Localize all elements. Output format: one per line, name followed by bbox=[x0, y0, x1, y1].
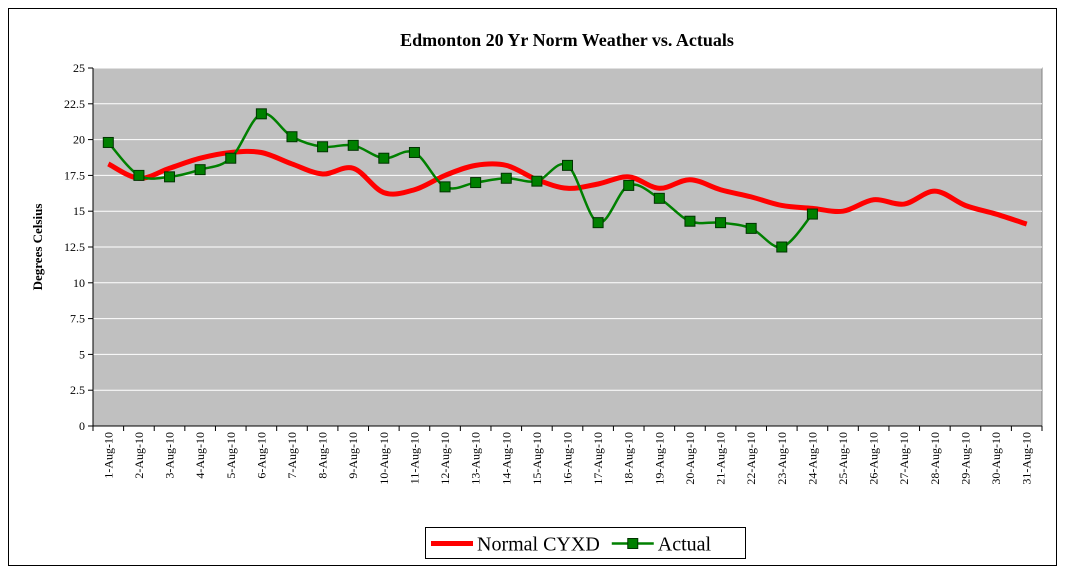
x-tick-label: 10-Aug-10 bbox=[377, 432, 391, 485]
marker bbox=[102, 136, 114, 148]
marker bbox=[255, 108, 267, 120]
marker bbox=[684, 215, 696, 227]
marker bbox=[439, 181, 451, 193]
x-tick-label: 1-Aug-10 bbox=[101, 432, 115, 479]
y-tick-label: 7.5 bbox=[70, 312, 85, 326]
x-tick-label: 25-Aug-10 bbox=[836, 432, 850, 485]
x-tick-label: 4-Aug-10 bbox=[193, 432, 207, 479]
x-tick-label: 18-Aug-10 bbox=[622, 432, 636, 485]
x-tick-label: 2-Aug-10 bbox=[132, 432, 146, 479]
y-tick-label: 25 bbox=[73, 61, 85, 75]
marker bbox=[225, 152, 237, 164]
x-tick-label: 28-Aug-10 bbox=[928, 432, 942, 485]
x-tick-label: 31-Aug-10 bbox=[1020, 432, 1034, 485]
marker bbox=[286, 131, 298, 143]
marker bbox=[378, 152, 390, 164]
x-tick-label: 29-Aug-10 bbox=[958, 432, 972, 485]
x-tick-label: 26-Aug-10 bbox=[867, 432, 881, 485]
legend-label: Normal CYXD bbox=[477, 534, 600, 556]
marker bbox=[317, 141, 329, 153]
marker bbox=[592, 217, 604, 229]
y-tick-label: 5 bbox=[79, 347, 85, 361]
marker bbox=[653, 192, 665, 204]
y-tick-label: 10 bbox=[73, 276, 85, 290]
chart-title: Edmonton 20 Yr Norm Weather vs. Actuals bbox=[400, 30, 734, 50]
y-tick-label: 2.5 bbox=[70, 383, 85, 397]
marker bbox=[164, 171, 176, 183]
series-line bbox=[107, 148, 1028, 227]
x-tick-label: 20-Aug-10 bbox=[683, 432, 697, 485]
legend-box bbox=[425, 527, 746, 559]
x-tick-label: 22-Aug-10 bbox=[744, 432, 758, 485]
x-tick-label: 24-Aug-10 bbox=[805, 432, 819, 485]
y-tick-label: 0 bbox=[79, 419, 85, 433]
x-tick-label: 27-Aug-10 bbox=[897, 432, 911, 485]
y-tick-label: 22.5 bbox=[64, 97, 85, 111]
marker bbox=[623, 179, 635, 191]
marker bbox=[562, 159, 573, 171]
x-tick-label: 14-Aug-10 bbox=[499, 432, 513, 485]
x-tick-label: 12-Aug-10 bbox=[438, 432, 452, 485]
x-tick-label: 21-Aug-10 bbox=[714, 432, 728, 485]
marker bbox=[745, 222, 757, 234]
x-tick-label: 15-Aug-10 bbox=[530, 432, 544, 485]
x-tick-label: 16-Aug-10 bbox=[561, 432, 575, 485]
x-tick-label: 8-Aug-10 bbox=[316, 432, 330, 479]
marker bbox=[470, 177, 482, 189]
marker bbox=[806, 208, 818, 220]
marker bbox=[531, 175, 543, 187]
x-tick-label: 5-Aug-10 bbox=[224, 432, 238, 479]
y-tick-label: 20 bbox=[73, 133, 85, 147]
x-tick-label: 3-Aug-10 bbox=[163, 432, 177, 479]
y-tick-label: 17.5 bbox=[64, 168, 85, 182]
x-tick-label: 13-Aug-10 bbox=[469, 432, 483, 485]
marker bbox=[347, 139, 359, 151]
marker bbox=[715, 217, 727, 229]
x-tick-label: 9-Aug-10 bbox=[346, 432, 360, 479]
marker bbox=[500, 172, 512, 184]
x-tick-label: 23-Aug-10 bbox=[775, 432, 789, 485]
x-tick-label: 6-Aug-10 bbox=[254, 432, 268, 479]
marker bbox=[408, 146, 420, 158]
y-tick-label: 12.5 bbox=[64, 240, 85, 254]
x-tick-label: 17-Aug-10 bbox=[591, 432, 605, 485]
legend-marker bbox=[627, 538, 639, 549]
y-tick-label: 15 bbox=[73, 204, 85, 218]
legend-label: Actual bbox=[658, 534, 712, 556]
x-tick-label: 30-Aug-10 bbox=[989, 432, 1003, 485]
x-tick-label: 11-Aug-10 bbox=[407, 432, 421, 484]
marker bbox=[194, 164, 206, 176]
marker bbox=[133, 169, 145, 181]
y-axis-label: Degrees Celsius bbox=[30, 204, 45, 291]
x-tick-label: 19-Aug-10 bbox=[652, 432, 666, 485]
x-tick-label: 7-Aug-10 bbox=[285, 432, 299, 479]
marker bbox=[776, 241, 788, 253]
